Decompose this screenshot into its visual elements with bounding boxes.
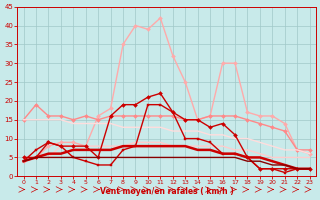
X-axis label: Vent moyen/en rafales ( km/h ): Vent moyen/en rafales ( km/h ) — [100, 187, 234, 196]
